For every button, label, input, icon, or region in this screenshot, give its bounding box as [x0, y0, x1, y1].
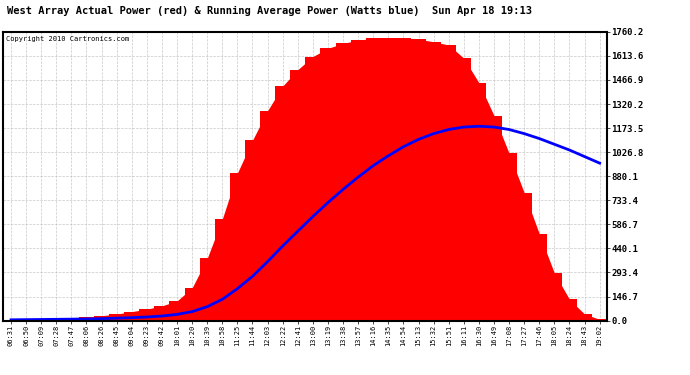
Bar [335, 44, 351, 321]
Bar [396, 39, 411, 321]
Bar [441, 45, 456, 321]
Bar [19, 320, 34, 321]
Bar [230, 173, 245, 321]
Bar [199, 258, 215, 321]
Bar [79, 317, 94, 321]
Bar [547, 273, 562, 321]
Bar [245, 140, 260, 321]
Bar [471, 83, 486, 321]
Bar [426, 42, 441, 321]
Bar [532, 234, 547, 321]
Bar [3, 320, 19, 321]
Bar [63, 318, 79, 321]
Bar [366, 39, 381, 321]
Text: Copyright 2010 Cartronics.com: Copyright 2010 Cartronics.com [6, 36, 130, 42]
Bar [155, 306, 170, 321]
Bar [562, 299, 577, 321]
Bar [109, 314, 124, 321]
Bar [94, 316, 109, 321]
Bar [517, 193, 532, 321]
Bar [124, 312, 139, 321]
Bar [381, 38, 396, 321]
Bar [34, 319, 49, 321]
Bar [592, 320, 607, 321]
Bar [260, 111, 275, 321]
Bar [139, 309, 155, 321]
Bar [184, 288, 199, 321]
Bar [320, 48, 335, 321]
Bar [290, 70, 305, 321]
Bar [215, 219, 230, 321]
Bar [49, 318, 63, 321]
Bar [411, 39, 426, 321]
Text: West Array Actual Power (red) & Running Average Power (Watts blue)  Sun Apr 18 1: West Array Actual Power (red) & Running … [7, 6, 532, 16]
Bar [275, 86, 290, 321]
Bar [170, 301, 184, 321]
Bar [486, 116, 502, 321]
Bar [456, 58, 471, 321]
Bar [351, 40, 366, 321]
Bar [577, 314, 592, 321]
Bar [502, 153, 517, 321]
Bar [305, 57, 320, 321]
